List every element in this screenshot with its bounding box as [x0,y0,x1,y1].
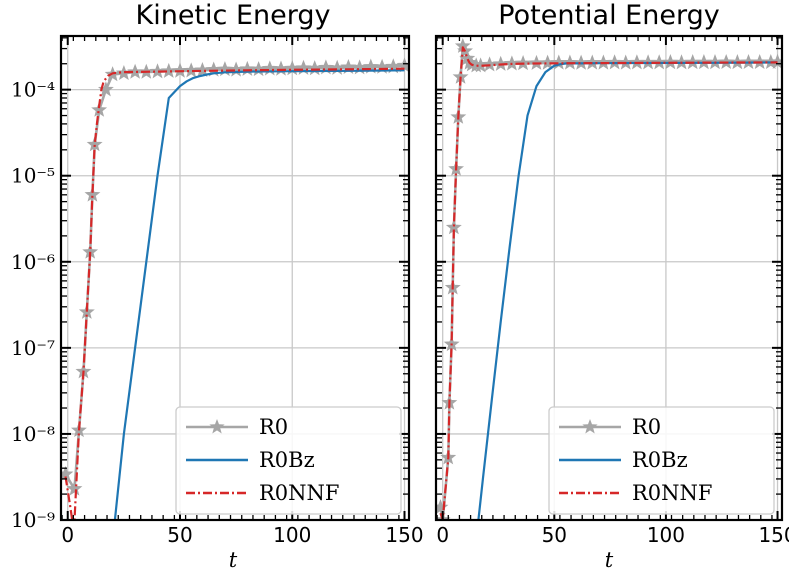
data-point-r0 [84,186,101,202]
data-point-r0 [239,60,256,76]
legend-label: R0NNF [632,481,713,505]
data-point-r0 [606,54,623,70]
legend-label: R0NNF [259,481,340,505]
data-point-r0 [329,59,346,75]
axes-frame [59,34,411,522]
x-axis-label: t [229,548,238,571]
legend-label: R0Bz [259,448,315,472]
x-tick-label: 150 [385,523,423,547]
ticks [61,36,409,521]
axes-frame [434,34,784,522]
data-point-r0 [97,81,114,97]
plot-area [61,57,409,520]
data-point-r0 [562,54,578,70]
data-point-r0 [306,60,323,76]
data-point-r0 [86,136,103,152]
x-tick-label: 100 [273,523,311,547]
legend: R0 R0Bz R0NNF [548,406,775,515]
legend: R0 R0Bz R0NNF [175,406,402,515]
data-point-r0 [273,60,290,76]
potential-energy-panel: Potential Energy t 0 50 100 150 R0 R0Bz R0NNF [434,0,789,571]
x-tick-label: 100 [647,523,685,547]
x-tick-label: 150 [758,523,789,547]
legend-box [175,406,402,515]
plot-area [436,37,782,520]
data-point-r0 [250,61,267,77]
legend-marker-star [582,419,598,434]
x-tick-label: 0 [436,523,449,547]
data-point-r0 [66,480,83,496]
x-tick-label: 50 [542,523,567,547]
kinetic-energy-panel: Kinetic Energy t 0 50 100 150 10⁻⁹ 10⁻⁸ 10⁻⁷ 10… [11,0,424,571]
legend-label: R0 [632,415,661,439]
series-line-r0bz [113,69,405,520]
y-tick-label: 10⁻⁵ [11,164,55,188]
y-tick-label: 10⁻⁸ [11,422,55,446]
y-tick-label: 10⁻⁴ [11,78,55,102]
legend-label: R0 [259,415,288,439]
chart-title: Kinetic Energy [136,0,331,31]
series-line-r0nnf [64,67,405,520]
data-point-r0 [436,499,449,515]
x-tick-label: 0 [61,523,74,547]
data-point-r0 [261,60,278,76]
y-tick-label: 10⁻⁹ [11,508,55,532]
y-tick-label: 10⁻⁶ [11,250,55,274]
legend-label: R0Bz [632,448,688,472]
x-axis-label: t [605,548,614,571]
x-tick-label: 50 [167,523,192,547]
legend-box [548,406,775,515]
data-point-r0 [228,61,245,77]
series-line-r0nnf [439,46,778,520]
legend-marker-star [209,419,225,434]
y-tick-label: 10⁻⁷ [11,336,55,360]
ticks [436,36,782,521]
chart-title: Potential Energy [498,0,719,31]
